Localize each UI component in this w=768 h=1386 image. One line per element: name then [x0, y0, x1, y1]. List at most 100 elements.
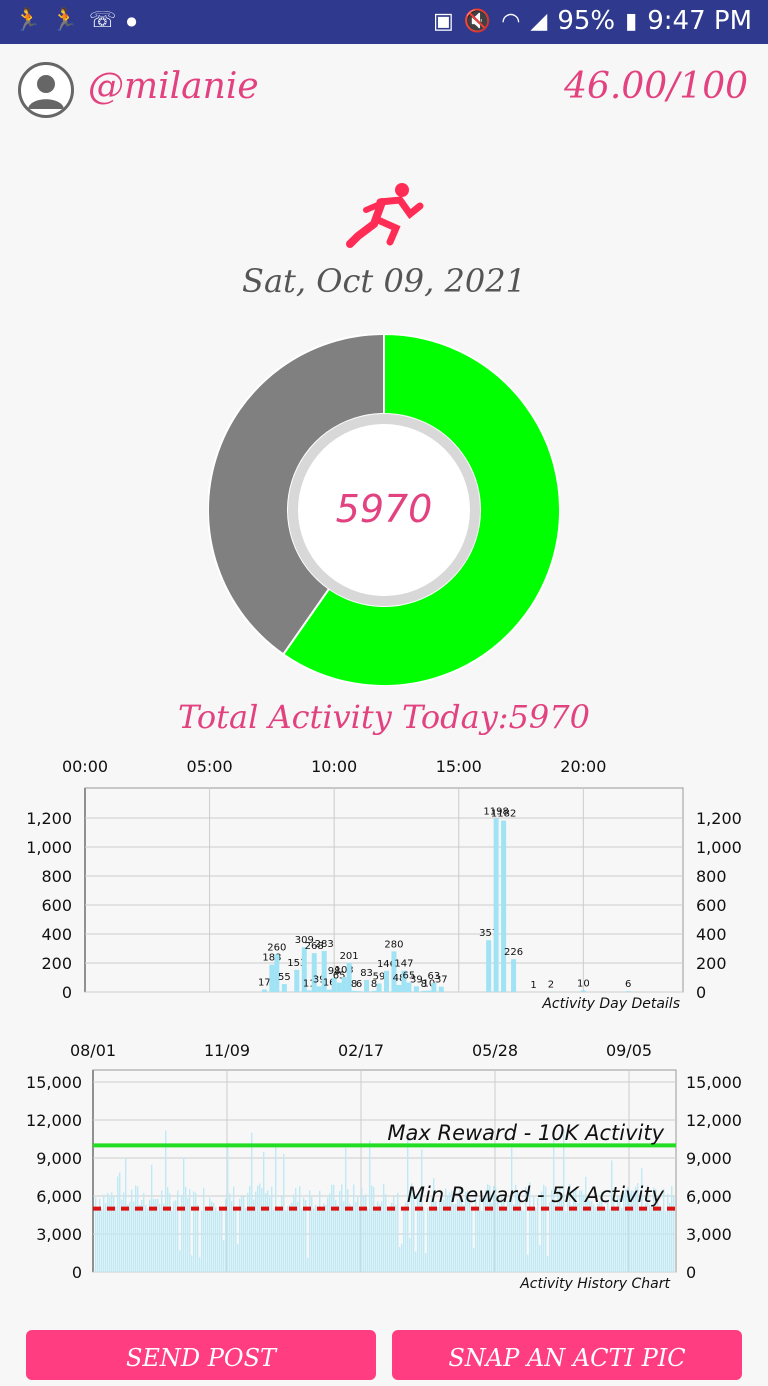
- total-activity-today: Total Activity Today:5970: [0, 698, 768, 736]
- history-chart-bar: [491, 1203, 492, 1272]
- history-chart-bar: [163, 1204, 164, 1272]
- history-chart-bar: [293, 1195, 294, 1272]
- history-chart-y-tick-left: 0: [72, 1263, 82, 1282]
- history-chart-bar: [229, 1193, 230, 1272]
- history-chart-bar: [289, 1205, 290, 1272]
- history-chart-bar: [185, 1187, 186, 1272]
- day-chart-y-tick-right: 400: [696, 925, 727, 944]
- dot-icon: ●: [126, 14, 136, 28]
- history-chart-bar: [161, 1190, 162, 1272]
- snap-activity-pic-button[interactable]: SNAP AN ACTI PIC: [392, 1330, 742, 1380]
- history-chart-bar: [301, 1209, 302, 1272]
- history-chart-bar: [479, 1199, 480, 1272]
- history-chart-bar: [427, 1208, 428, 1272]
- history-chart-bar: [651, 1207, 652, 1272]
- history-chart-bar: [267, 1190, 268, 1272]
- history-chart-bar: [539, 1245, 540, 1272]
- history-chart-bar: [217, 1211, 218, 1272]
- history-chart-bar: [531, 1211, 532, 1272]
- history-chart-bar: [189, 1189, 190, 1272]
- history-chart-bar: [671, 1186, 672, 1272]
- history-chart-bar: [295, 1188, 296, 1272]
- history-chart-bar: [215, 1207, 216, 1272]
- history-chart-bar: [361, 1188, 362, 1272]
- history-chart-bar: [179, 1250, 180, 1272]
- day-chart-bar: [377, 983, 382, 992]
- history-chart-bar: [401, 1244, 402, 1272]
- history-chart-bar: [561, 1200, 562, 1272]
- history-chart-bar: [399, 1247, 400, 1272]
- history-chart-bar: [283, 1154, 284, 1272]
- history-chart-bar: [469, 1199, 470, 1272]
- history-chart-y-tick-right: 6,000: [686, 1187, 732, 1206]
- day-chart-bar-label: 6: [356, 979, 362, 990]
- history-chart-bar: [223, 1240, 224, 1272]
- history-chart-bar: [235, 1209, 236, 1272]
- day-chart-bar: [511, 959, 516, 992]
- history-chart-bar: [477, 1210, 478, 1272]
- history-chart-y-tick-right: 12,000: [686, 1111, 742, 1130]
- avatar[interactable]: [18, 62, 74, 118]
- history-chart-bar: [183, 1157, 184, 1272]
- day-chart-y-tick-left: 1,200: [26, 809, 72, 828]
- history-chart-bar: [595, 1207, 596, 1272]
- history-chart-bar: [385, 1194, 386, 1272]
- history-chart-bar: [231, 1201, 232, 1272]
- history-chart-y-tick-right: 9,000: [686, 1149, 732, 1168]
- history-chart-bar: [329, 1194, 330, 1272]
- history-chart-bar: [537, 1198, 538, 1272]
- history-chart-bar: [589, 1201, 590, 1272]
- send-post-button[interactable]: SEND POST: [26, 1330, 376, 1380]
- day-chart-y-tick-right: 0: [696, 983, 706, 1002]
- history-chart-bar: [455, 1204, 456, 1272]
- history-chart-bar: [311, 1196, 312, 1272]
- donut-center-value: 5970: [336, 487, 433, 531]
- history-chart-bar: [181, 1195, 182, 1272]
- history-chart-bar: [159, 1204, 160, 1272]
- history-chart-bar: [603, 1209, 604, 1272]
- history-chart-bar: [359, 1208, 360, 1272]
- score: 46.00/100: [564, 66, 748, 107]
- day-chart-description: Activity Day Details: [541, 996, 680, 1012]
- history-chart-bar: [133, 1201, 134, 1272]
- history-chart-bar: [245, 1208, 246, 1272]
- history-chart-bar: [277, 1207, 278, 1272]
- history-chart-bar: [321, 1210, 322, 1272]
- day-chart-y-tick-left: 400: [41, 925, 72, 944]
- history-chart-bar: [291, 1203, 292, 1272]
- day-chart-y-tick-right: 200: [696, 954, 727, 973]
- history-chart-bar: [403, 1208, 404, 1272]
- history-chart-bar: [621, 1208, 622, 1272]
- day-chart-bar-label: 147: [394, 959, 413, 970]
- history-chart-bar: [285, 1210, 286, 1272]
- history-chart-bar: [271, 1187, 272, 1272]
- history-chart-bar: [519, 1200, 520, 1272]
- history-chart-bar: [125, 1158, 126, 1272]
- history-chart-bar: [597, 1204, 598, 1272]
- history-chart-bar: [255, 1192, 256, 1272]
- history-chart-bar: [521, 1209, 522, 1272]
- history-chart-bar: [119, 1173, 120, 1272]
- history-chart-bar: [187, 1198, 188, 1272]
- history-chart-bar: [137, 1187, 138, 1272]
- day-chart-y-tick-right: 1,000: [696, 838, 742, 857]
- history-chart-bar: [453, 1204, 454, 1272]
- history-chart-bar: [649, 1205, 650, 1272]
- history-chart-y-tick-left: 15,000: [26, 1073, 82, 1092]
- history-chart-bar: [567, 1202, 568, 1272]
- day-chart-bar: [439, 987, 444, 992]
- day-chart-bar-label: 17: [258, 978, 271, 989]
- history-chart-bar: [259, 1184, 260, 1272]
- battery-icon: ▮: [625, 9, 637, 34]
- day-chart-bar: [396, 985, 401, 992]
- history-chart-bar: [381, 1201, 382, 1272]
- day-chart-bar: [357, 991, 362, 992]
- username[interactable]: @milanie: [88, 66, 259, 107]
- history-chart-bar: [175, 1200, 176, 1272]
- day-chart-x-tick: 10:00: [311, 757, 357, 776]
- history-chart-bar: [219, 1209, 220, 1272]
- history-chart-bar: [139, 1205, 140, 1272]
- history-chart-bar: [661, 1207, 662, 1272]
- day-chart-bar: [364, 980, 369, 992]
